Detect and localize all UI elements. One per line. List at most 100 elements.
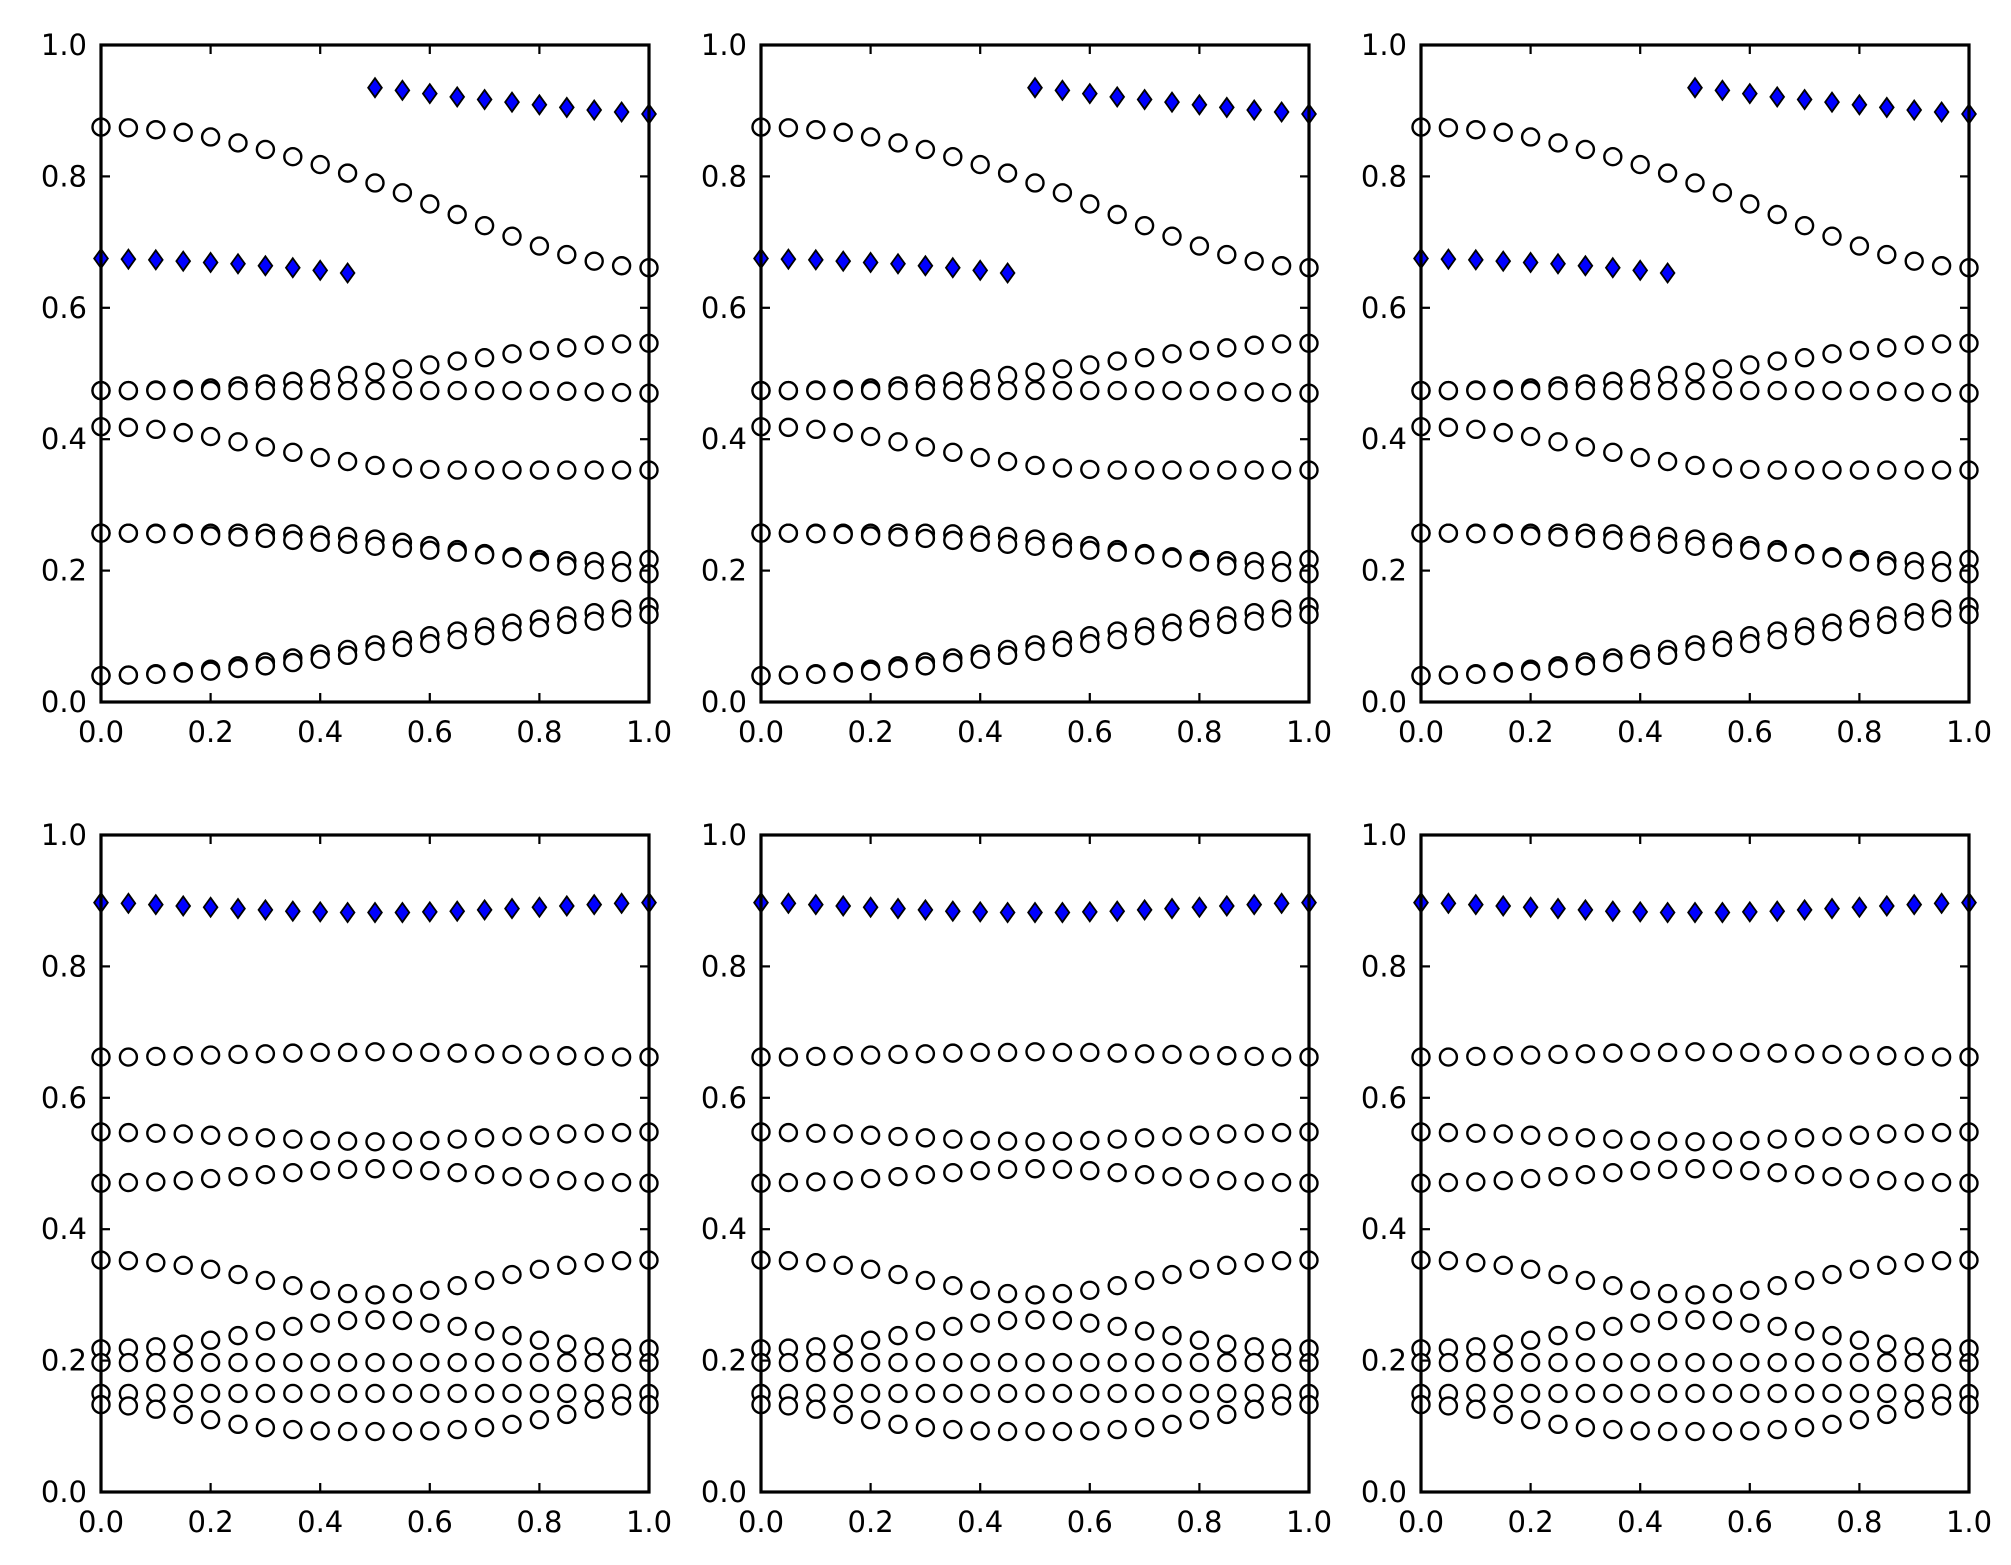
diamond-point [972,259,989,282]
circle-point [255,1270,276,1291]
x-tick-label: 0.2 [848,715,894,749]
circle-point [1740,1161,1760,1181]
diamond-point [1136,88,1153,111]
circle-point [283,1419,303,1440]
circle-point [860,1330,881,1350]
circle-point [1575,1383,1596,1404]
circle-point [1740,1383,1760,1404]
circle-point [1877,1124,1897,1144]
circle-point [392,458,413,478]
circle-point [915,1352,936,1373]
circle-point [557,556,577,576]
circle-point [584,1253,604,1273]
circle-point [502,1352,522,1373]
circle-point [1603,652,1623,673]
circle-point [557,1046,577,1066]
circle-point [1052,1421,1073,1442]
circle-point [860,1045,881,1065]
circle-point [860,426,881,447]
circle-point [584,460,604,480]
circle-point [1466,1046,1486,1067]
y-tick-label: 0.6 [41,1081,87,1115]
circle-point [1657,451,1678,472]
diamond-point [1687,76,1703,99]
diamond-point [780,892,797,915]
diamond-point [1577,254,1594,277]
circle-point [1493,1170,1513,1191]
circle-point [337,1421,358,1442]
circle-point [1271,1122,1292,1143]
diamond-point [558,96,575,119]
circle-point [584,1046,604,1067]
circle-point [970,1042,990,1063]
circle-point [1134,625,1155,646]
circle-point [970,1161,990,1181]
circle-point [310,1421,330,1441]
circle-point [228,1383,248,1404]
circle-point [337,380,358,401]
circle-point [1493,422,1513,443]
circle-point [283,1162,303,1183]
circle-point [337,1310,358,1331]
diamond-point [147,248,164,271]
circle-point [200,1125,221,1145]
circle-point [1630,1421,1650,1441]
circle-point [474,1352,495,1373]
circle-point [1712,359,1733,379]
circle-point [1657,163,1678,183]
circle-point [1685,1383,1705,1404]
circle-point [1904,460,1924,480]
circle-point [833,422,853,443]
y-tick-label: 1.0 [701,818,747,852]
circle-point [1575,1044,1596,1064]
circle-point [833,1404,853,1425]
circle-point [1162,344,1182,364]
x-tick-label: 0.6 [407,1505,453,1539]
circle-point [1767,1129,1787,1149]
circle-point [1767,1162,1787,1183]
circle-point [173,663,193,683]
circle-point [1740,540,1760,560]
circle-point [255,139,276,160]
y-tick-label: 0.0 [701,1475,747,1509]
circle-point [200,661,221,681]
axes-frame [99,833,651,1494]
circle-point [1630,532,1650,553]
circle-point [915,1270,936,1291]
circle-point [806,1253,826,1273]
circle-point [997,1283,1018,1304]
circle-point [200,127,221,147]
x-tick-label: 0.4 [297,715,343,749]
circle-point [365,536,385,556]
circle-point [997,1131,1018,1151]
circle-point [1466,664,1486,685]
circle-point [1603,1043,1623,1063]
circle-point [557,381,577,401]
circle-point [1189,1330,1210,1350]
circle-point [1740,459,1760,480]
circle-point [1217,1334,1237,1354]
circle-point [1877,244,1897,265]
circle-point [146,1383,166,1404]
y-tick-label: 1.0 [1361,28,1407,62]
x-tick-label: 0.8 [1836,715,1882,749]
circle-point [1657,1383,1678,1404]
diamond-point [1218,96,1235,119]
diamond-point [999,261,1016,285]
circle-point [1575,1321,1596,1341]
circle-point [1052,183,1073,203]
circle-point [1849,1125,1870,1145]
circle-point [557,1334,577,1354]
circle-point [173,380,193,401]
circle-point [1794,380,1815,401]
circle-point [310,532,330,553]
circle-point [146,120,166,140]
diamond-point [202,251,219,274]
circle-point [392,538,413,558]
circle-point [447,204,467,225]
circle-point [146,1253,166,1273]
y-tick-label: 0.4 [1361,1212,1407,1246]
circle-point [778,1352,799,1373]
circle-point [1685,1042,1705,1062]
circle-point [1271,1352,1292,1373]
